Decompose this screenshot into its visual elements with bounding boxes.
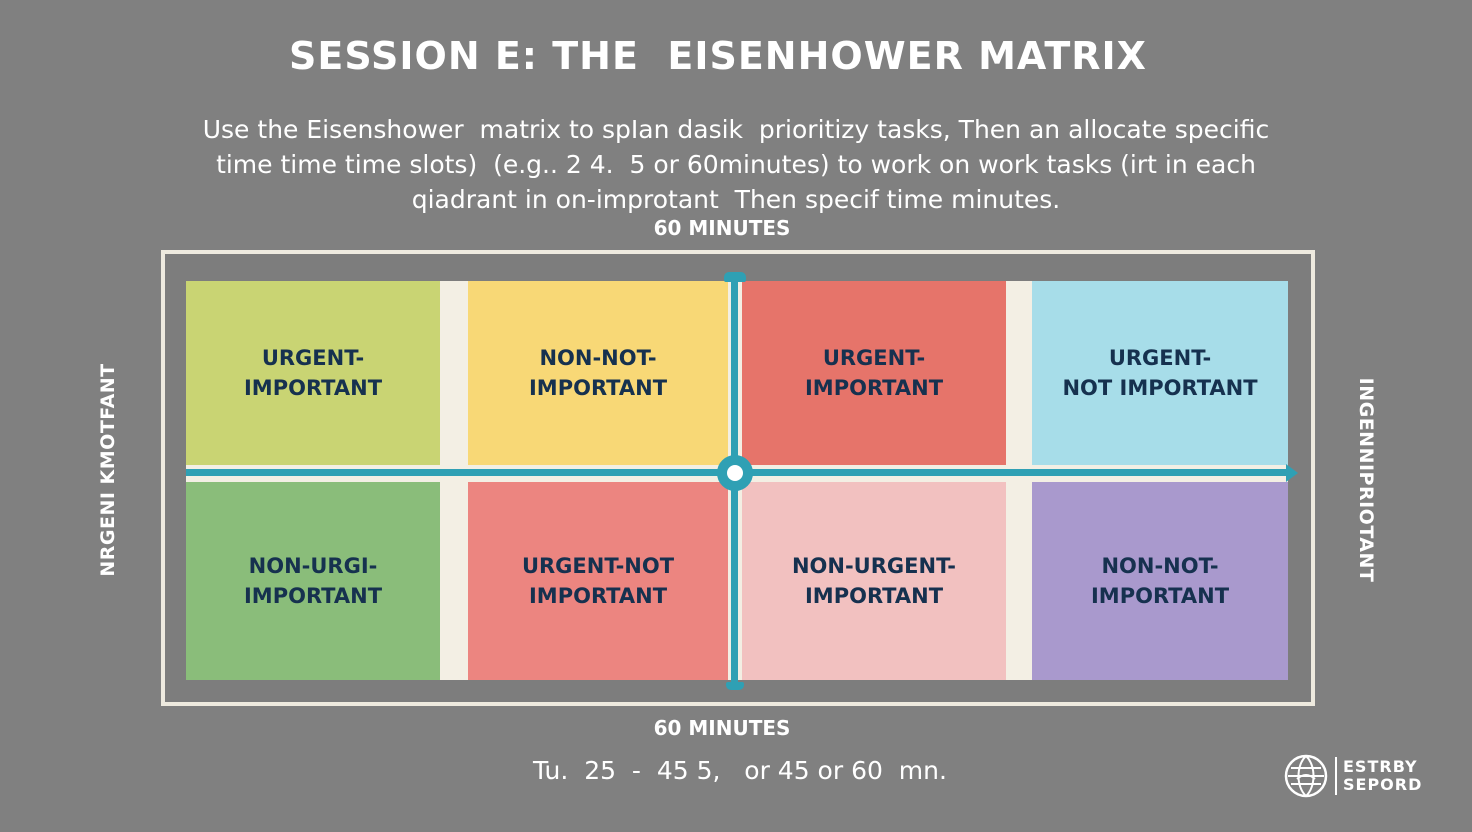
quadrant-non-not-important: NON-NOT- IMPORTANT bbox=[468, 281, 728, 465]
quadrant-label: NOT IMPORTANT bbox=[1062, 376, 1258, 400]
quadrant-non-urgi-important: NON-URGI- IMPORTANT bbox=[186, 482, 440, 680]
quadrant-label: IMPORTANT bbox=[528, 376, 668, 400]
intro-line: qiadrant in on-improtant Then specif tim… bbox=[411, 185, 1061, 214]
quadrant-label: NON-NOT- bbox=[1101, 554, 1219, 578]
logo-text-line: SEPORD bbox=[1343, 775, 1423, 794]
axis-cap-bottom bbox=[726, 682, 744, 690]
left-axis-label: NRGENI KMOTFANT bbox=[97, 363, 119, 577]
quadrant-label: URGENT- bbox=[1108, 346, 1212, 370]
intro-line: time time time slots) (e.g.. 2 4. 5 or 6… bbox=[216, 150, 1256, 179]
quadrant-label: URGENT-NOT bbox=[521, 554, 675, 578]
logo-divider bbox=[1335, 757, 1337, 795]
quadrant-urgent-not-important: URGENT- NOT IMPORTANT bbox=[1032, 281, 1288, 465]
top-axis-label: 60 MINUTES bbox=[653, 216, 791, 240]
intro-text: Use the Eisenshower matrix to spIan dasi… bbox=[136, 112, 1336, 217]
page-title: SESSION E: THE EISENHOWER MATRIX bbox=[289, 34, 1147, 78]
quadrant-label: IMPORTANT bbox=[1090, 584, 1230, 608]
quadrant-urgent-important-2: URGENT- IMPORTANT bbox=[742, 281, 1006, 465]
bottom-axis-label: 60 MINUTES bbox=[653, 716, 791, 740]
quadrant-urgent-not-important-2: URGENT-NOT IMPORTANT bbox=[468, 482, 728, 680]
logo-wordmark: ESTRBY SEPORD bbox=[1343, 758, 1422, 794]
brand-logo: ESTRBY SEPORD bbox=[1283, 753, 1422, 799]
footer-text: Tu. 25 - 45 5, or 45 or 60 mn. bbox=[533, 756, 947, 785]
center-node-icon bbox=[717, 455, 753, 491]
quadrant-urgent-important: URGENT- IMPORTANT bbox=[186, 281, 440, 465]
logo-text-line: ESTRBY bbox=[1343, 757, 1418, 776]
quadrant-label: URGENT- bbox=[261, 346, 365, 370]
quadrant-label: IMPORTANT bbox=[528, 584, 668, 608]
right-axis-label: INGENNIPRIOTANT bbox=[1355, 377, 1377, 583]
quadrant-label: IMPORTANT bbox=[243, 584, 383, 608]
quadrant-label: IMPORTANT bbox=[243, 376, 383, 400]
quadrant-non-urgent-important: NON-URGENT- IMPORTANT bbox=[742, 482, 1006, 680]
intro-line: Use the Eisenshower matrix to spIan dasi… bbox=[202, 115, 1270, 144]
quadrant-label: IMPORTANT bbox=[804, 376, 944, 400]
arrow-right-icon bbox=[1286, 464, 1298, 482]
quadrant-non-not-important-2: NON-NOT- IMPORTANT bbox=[1032, 482, 1288, 680]
quadrant-label: IMPORTANT bbox=[804, 584, 944, 608]
quadrant-label: URGENT- bbox=[822, 346, 926, 370]
quadrant-label: NON-NOT- bbox=[539, 346, 657, 370]
axis-cap-top bbox=[724, 272, 746, 282]
quadrant-label: NON-URGENT- bbox=[791, 554, 957, 578]
globe-icon bbox=[1284, 754, 1328, 798]
quadrant-label: NON-URGI- bbox=[248, 554, 378, 578]
